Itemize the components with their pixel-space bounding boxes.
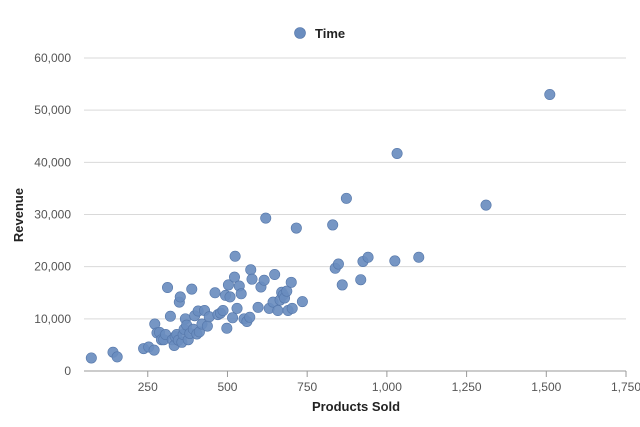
scatter-point[interactable] bbox=[222, 279, 234, 291]
scatter-point[interactable] bbox=[186, 283, 198, 295]
scatter-point[interactable] bbox=[235, 288, 247, 300]
data-points bbox=[85, 89, 556, 364]
y-tick-label: 30,000 bbox=[34, 208, 71, 222]
scatter-point[interactable] bbox=[246, 273, 258, 285]
x-axis-title: Products Sold bbox=[312, 399, 400, 414]
scatter-point[interactable] bbox=[227, 312, 239, 324]
x-tick-label: 500 bbox=[217, 380, 237, 394]
scatter-point[interactable] bbox=[286, 302, 298, 314]
y-tick-label: 40,000 bbox=[34, 155, 71, 169]
scatter-point[interactable] bbox=[480, 199, 492, 211]
scatter-point[interactable] bbox=[544, 89, 556, 101]
scatter-point[interactable] bbox=[355, 274, 367, 286]
scatter-point[interactable] bbox=[245, 264, 257, 276]
scatter-point[interactable] bbox=[340, 192, 352, 204]
scatter-point[interactable] bbox=[336, 279, 348, 291]
x-tick-label: 1,750 bbox=[611, 380, 640, 394]
scatter-point[interactable] bbox=[281, 285, 293, 297]
x-tick-label: 250 bbox=[138, 380, 158, 394]
scatter-point[interactable] bbox=[252, 301, 264, 313]
scatter-point[interactable] bbox=[229, 250, 241, 262]
scatter-point[interactable] bbox=[162, 282, 174, 294]
scatter-point[interactable] bbox=[174, 291, 186, 303]
y-tick-label: 60,000 bbox=[34, 51, 71, 65]
scatter-point[interactable] bbox=[391, 147, 403, 159]
x-tick-label: 1,000 bbox=[372, 380, 402, 394]
scatter-point[interactable] bbox=[85, 352, 97, 364]
scatter-point[interactable] bbox=[111, 351, 123, 363]
scatter-point[interactable] bbox=[362, 251, 374, 263]
scatter-point[interactable] bbox=[209, 287, 221, 299]
scatter-point[interactable] bbox=[260, 212, 272, 224]
legend-label-time[interactable]: Time bbox=[315, 26, 345, 41]
legend[interactable]: Time bbox=[294, 26, 346, 41]
scatter-point[interactable] bbox=[296, 296, 308, 308]
scatter-point[interactable] bbox=[258, 274, 270, 286]
y-tick-label: 50,000 bbox=[34, 103, 71, 117]
scatter-point[interactable] bbox=[224, 291, 236, 303]
scatter-point[interactable] bbox=[327, 219, 339, 231]
scatter-point[interactable] bbox=[148, 344, 160, 356]
y-tick-label: 0 bbox=[64, 364, 71, 378]
x-tick-label: 750 bbox=[297, 380, 317, 394]
y-tick-label: 10,000 bbox=[34, 312, 71, 326]
x-tick-label: 1,250 bbox=[452, 380, 482, 394]
legend-marker[interactable] bbox=[294, 27, 306, 39]
y-tick-label: 20,000 bbox=[34, 260, 71, 274]
scatter-point[interactable] bbox=[272, 304, 284, 316]
scatter-point[interactable] bbox=[201, 320, 213, 332]
scatter-point[interactable] bbox=[290, 222, 302, 234]
scatter-point[interactable] bbox=[164, 310, 176, 322]
axes: 0 10,000 20,000 30,000 40,000 50,000 60,000 250… bbox=[34, 51, 640, 394]
scatter-point[interactable] bbox=[285, 276, 297, 288]
scatter-point[interactable] bbox=[389, 255, 401, 267]
scatter-point[interactable] bbox=[269, 268, 281, 280]
y-axis-title: Revenue bbox=[11, 188, 26, 242]
scatter-point[interactable] bbox=[231, 302, 243, 314]
scatter-point[interactable] bbox=[244, 311, 256, 323]
x-tick-label: 1,500 bbox=[531, 380, 561, 394]
scatter-point[interactable] bbox=[221, 322, 233, 334]
scatter-point[interactable] bbox=[217, 304, 229, 316]
scatter-point[interactable] bbox=[228, 271, 240, 283]
scatter-point[interactable] bbox=[332, 258, 344, 270]
scatter-point[interactable] bbox=[413, 251, 425, 263]
gridlines bbox=[84, 57, 626, 320]
